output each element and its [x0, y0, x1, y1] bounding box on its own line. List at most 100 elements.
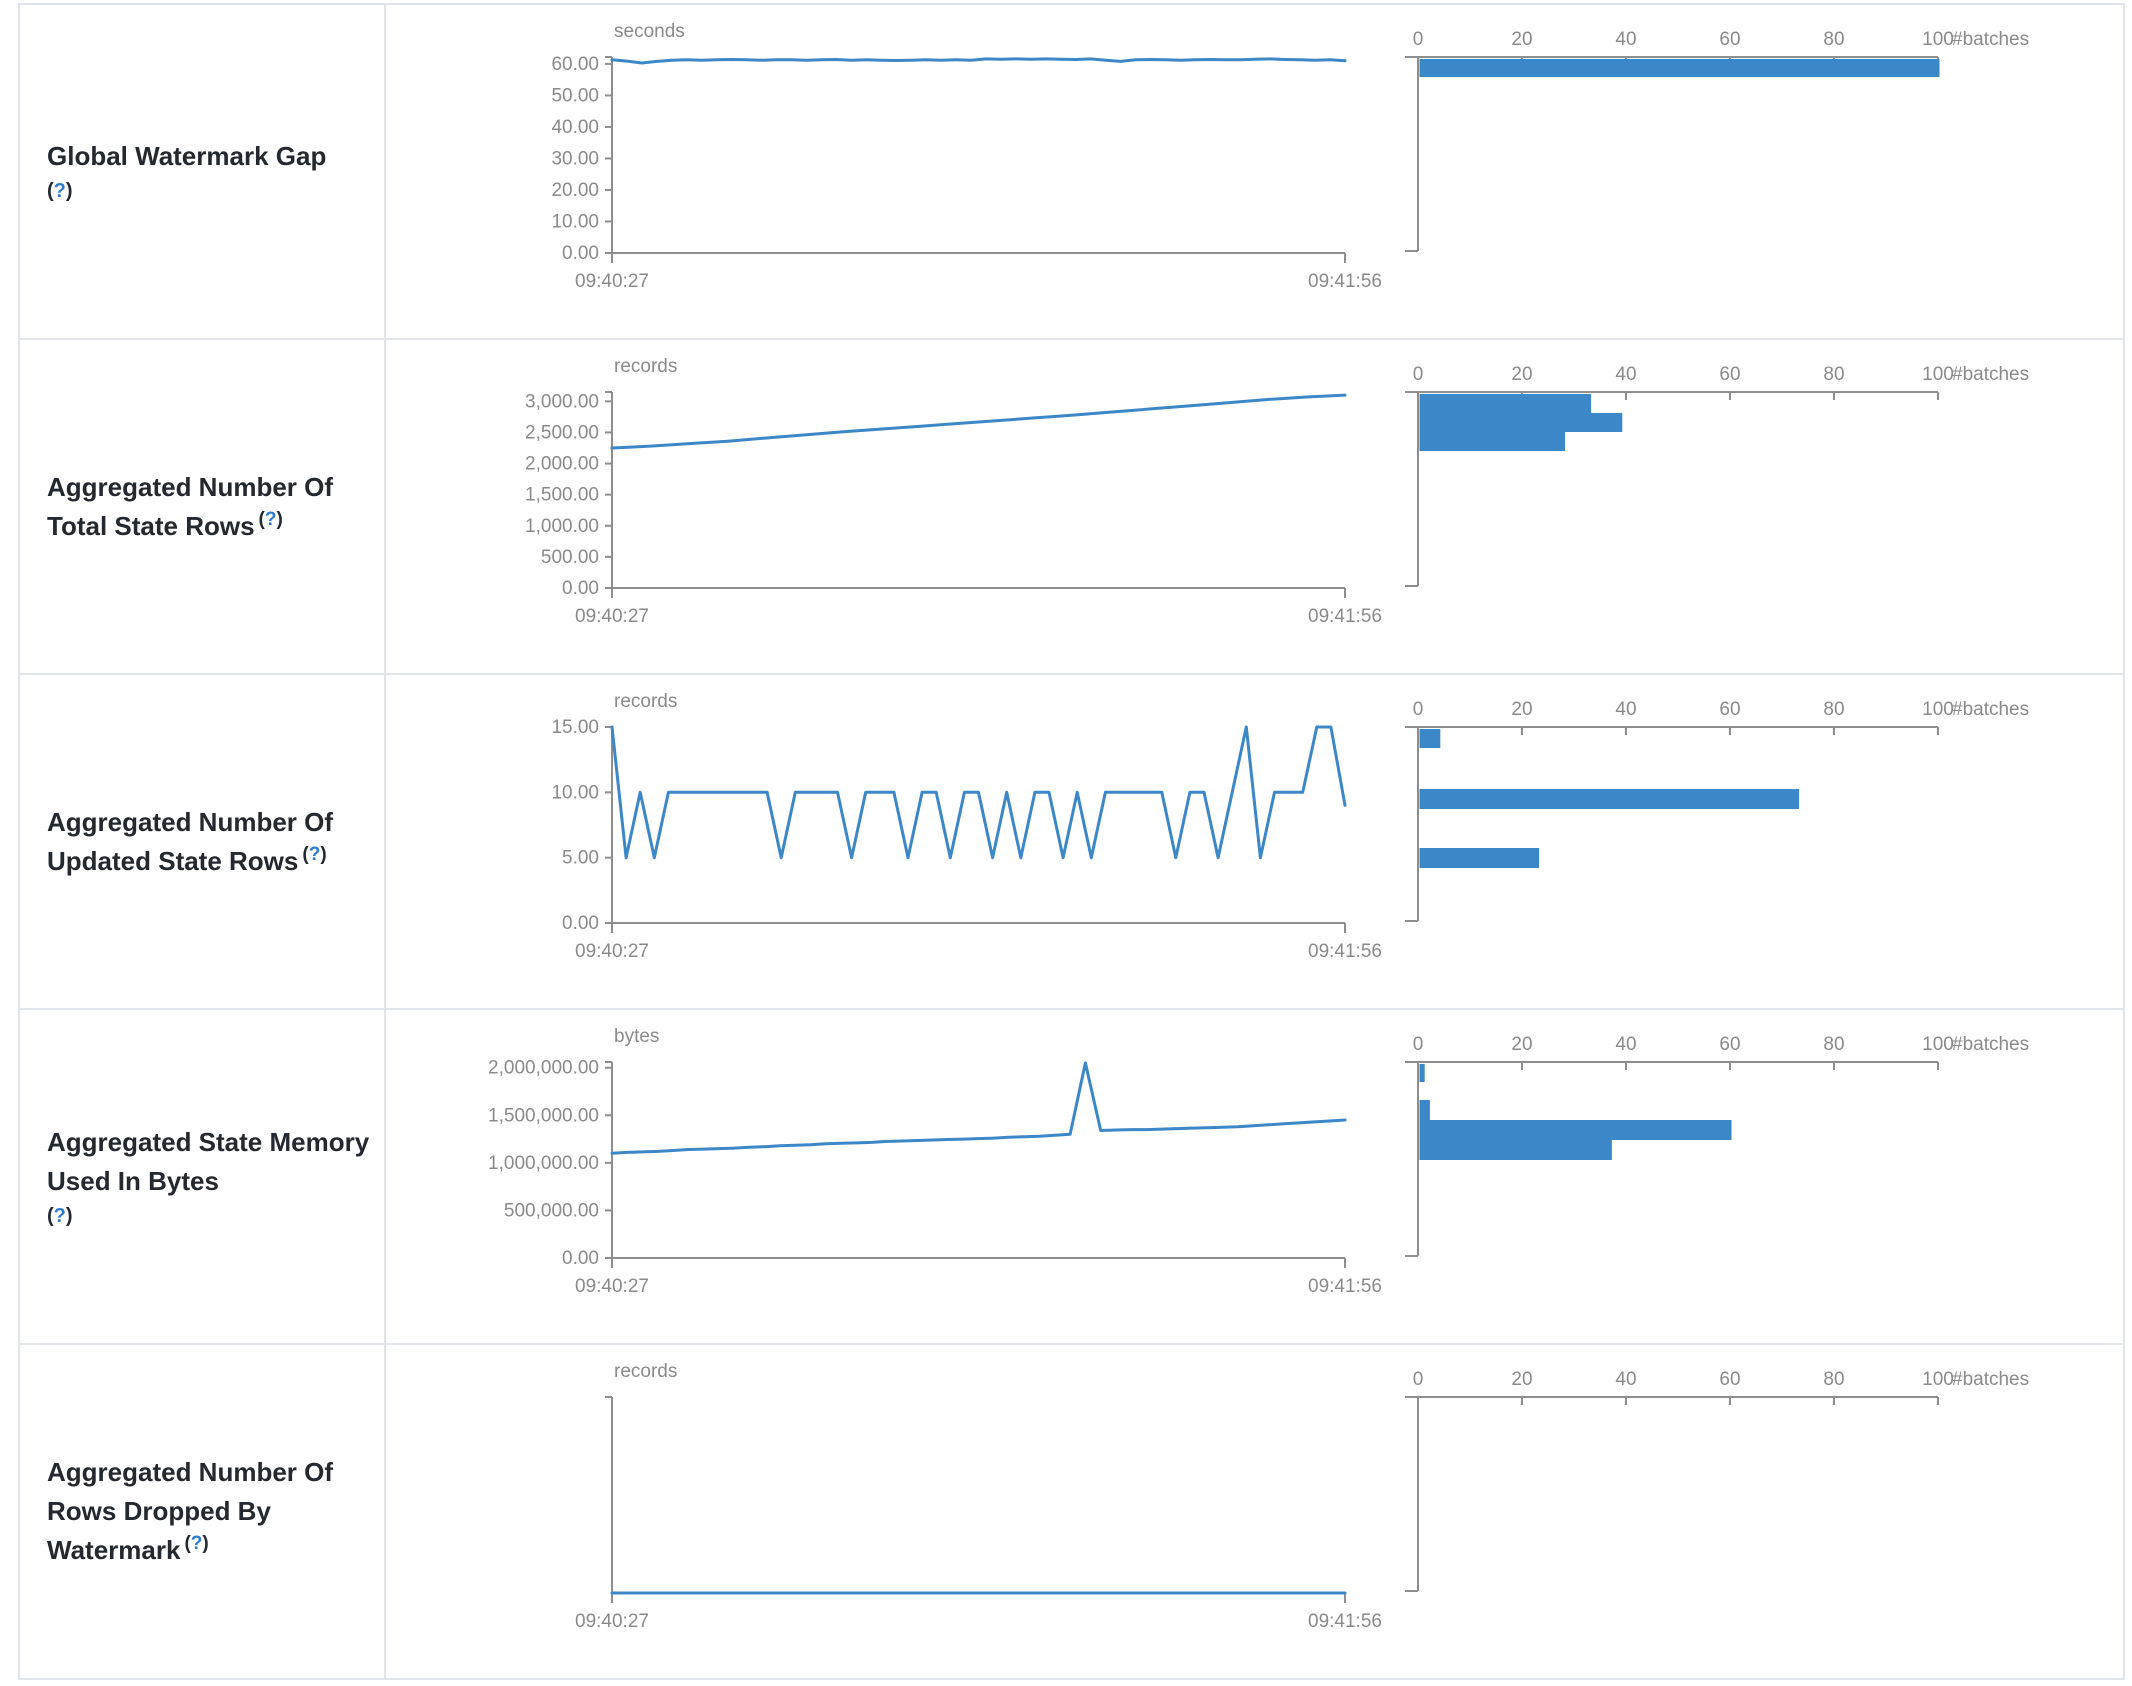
svg-text:500,000.00: 500,000.00 — [504, 1200, 599, 1221]
chart-cell: records 0.00 5.00 10.00 15.00 09:40:27 09:41:5… — [386, 675, 2123, 1008]
svg-text:records: records — [614, 1361, 677, 1382]
metric-label-cell: Aggregated State Memory Used In Bytes (?… — [20, 1010, 386, 1343]
help-link[interactable]: (?) — [258, 508, 283, 530]
svg-text:20: 20 — [1511, 364, 1532, 385]
svg-text:60: 60 — [1719, 699, 1740, 720]
metric-label-cell: Aggregated Number Of Updated State Rows(… — [20, 675, 386, 1008]
svg-text:1,500,000.00: 1,500,000.00 — [488, 1105, 599, 1126]
svg-text:60: 60 — [1719, 29, 1740, 50]
svg-text:20: 20 — [1511, 1034, 1532, 1055]
chart-cell: bytes 0.00 500,000.00 1,000,000.00 1,500,000… — [386, 1010, 2123, 1343]
help-link[interactable]: (?) — [47, 1204, 73, 1227]
metric-label: Aggregated Number Of Updated State Rows(… — [47, 803, 374, 881]
help-question-mark: ? — [53, 180, 66, 202]
charts-aggregated-state-memory-used-in-bytes: bytes 0.00 500,000.00 1,000,000.00 1,500,000… — [488, 1026, 2029, 1297]
svg-text:100: 100 — [1922, 1034, 1954, 1055]
svg-text:records: records — [614, 691, 677, 712]
metric-row-global-watermark-gap: Global Watermark Gap (?) seconds 0.00 10.0… — [20, 5, 2123, 340]
metric-label-cell: Aggregated Number Of Rows Dropped By Wat… — [20, 1345, 386, 1678]
svg-text:09:40:27: 09:40:27 — [575, 941, 649, 962]
help-link[interactable]: (?) — [302, 843, 327, 865]
svg-text:#batches: #batches — [1952, 1034, 2029, 1055]
metric-label-text: Aggregated State Memory Used In Bytes — [47, 1126, 370, 1196]
metric-label-text: Global Watermark Gap — [47, 141, 327, 171]
svg-text:60: 60 — [1719, 364, 1740, 385]
help-link[interactable]: (?) — [47, 180, 73, 202]
svg-text:80: 80 — [1823, 29, 1844, 50]
svg-text:40.00: 40.00 — [551, 117, 599, 138]
svg-text:0.00: 0.00 — [562, 913, 599, 934]
svg-text:1,000.00: 1,000.00 — [525, 516, 599, 537]
svg-text:60.00: 60.00 — [551, 54, 599, 75]
svg-text:20: 20 — [1511, 699, 1532, 720]
chart-cell: records 09:40:27 09:41:56 0 20 40 60 80 100 #batc… — [386, 1345, 2123, 1678]
svg-text:#batches: #batches — [1952, 699, 2029, 720]
svg-text:1,500.00: 1,500.00 — [525, 485, 599, 506]
charts-aggregated-number-of-total-state-rows: records 0.00 500.00 1,000.00 1,500.00 2,000.0… — [525, 356, 2029, 627]
svg-text:80: 80 — [1823, 1369, 1844, 1390]
help-question-mark: ? — [308, 843, 321, 865]
svg-text:0: 0 — [1413, 1369, 1424, 1390]
svg-text:60: 60 — [1719, 1369, 1740, 1390]
svg-text:1,000,000.00: 1,000,000.00 — [488, 1153, 599, 1174]
svg-text:5.00: 5.00 — [562, 848, 599, 869]
svg-text:2,000,000.00: 2,000,000.00 — [488, 1058, 599, 1079]
metric-label: Aggregated State Memory Used In Bytes — [47, 1123, 374, 1201]
svg-text:100: 100 — [1922, 1369, 1954, 1390]
metric-row-aggregated-state-memory-used-in-bytes: Aggregated State Memory Used In Bytes (?… — [20, 1010, 2123, 1345]
svg-text:40: 40 — [1615, 29, 1636, 50]
svg-text:09:41:56: 09:41:56 — [1308, 941, 1382, 962]
svg-text:09:41:56: 09:41:56 — [1308, 1611, 1382, 1632]
svg-text:09:41:56: 09:41:56 — [1308, 271, 1382, 292]
svg-text:10.00: 10.00 — [551, 211, 599, 232]
svg-text:#batches: #batches — [1952, 1369, 2029, 1390]
svg-text:#batches: #batches — [1952, 29, 2029, 50]
svg-text:seconds: seconds — [614, 21, 685, 42]
svg-text:09:41:56: 09:41:56 — [1308, 1276, 1382, 1297]
svg-text:0.00: 0.00 — [562, 1248, 599, 1269]
chart-cell: seconds 0.00 10.00 20.00 30.00 40.00 50.00 60.0… — [386, 5, 2123, 338]
svg-text:80: 80 — [1823, 699, 1844, 720]
svg-text:40: 40 — [1615, 1369, 1636, 1390]
svg-text:2,000.00: 2,000.00 — [525, 454, 599, 475]
svg-text:50.00: 50.00 — [551, 85, 599, 106]
svg-text:09:41:56: 09:41:56 — [1308, 606, 1382, 627]
svg-text:20: 20 — [1511, 1369, 1532, 1390]
help-question-mark: ? — [53, 1204, 66, 1227]
svg-text:#batches: #batches — [1952, 364, 2029, 385]
svg-text:09:40:27: 09:40:27 — [575, 606, 649, 627]
svg-text:100: 100 — [1922, 699, 1954, 720]
svg-text:20: 20 — [1511, 29, 1532, 50]
metric-row-aggregated-number-of-rows-dropped-by-watermark: Aggregated Number Of Rows Dropped By Wat… — [20, 1345, 2123, 1680]
svg-text:500.00: 500.00 — [541, 547, 599, 568]
svg-text:30.00: 30.00 — [551, 148, 599, 169]
metric-label-cell: Aggregated Number Of Total State Rows (?) — [20, 340, 386, 673]
metric-label-text: Aggregated Number Of Rows Dropped By Wat… — [47, 1457, 334, 1565]
svg-text:0: 0 — [1413, 364, 1424, 385]
metric-row-aggregated-number-of-total-state-rows: Aggregated Number Of Total State Rows (?)… — [20, 340, 2123, 675]
help-link[interactable]: (?) — [184, 1533, 209, 1555]
help-question-mark: ? — [190, 1533, 203, 1555]
help-question-mark: ? — [264, 508, 277, 530]
chart-cell: records 0.00 500.00 1,000.00 1,500.00 2,000.0… — [386, 340, 2123, 673]
metric-label: Aggregated Number Of Total State Rows (?) — [47, 468, 374, 546]
svg-text:40: 40 — [1615, 1034, 1636, 1055]
svg-text:0: 0 — [1413, 699, 1424, 720]
svg-text:bytes: bytes — [614, 1026, 659, 1047]
svg-text:09:40:27: 09:40:27 — [575, 1611, 649, 1632]
metric-label-text: Aggregated Number Of Total State Rows — [47, 471, 334, 541]
charts-global-watermark-gap: seconds 0.00 10.00 20.00 30.00 40.00 50.00 60.0… — [551, 21, 2029, 292]
svg-text:80: 80 — [1823, 1034, 1844, 1055]
svg-text:3,000.00: 3,000.00 — [525, 391, 599, 412]
metric-row-aggregated-number-of-updated-state-rows: Aggregated Number Of Updated State Rows(… — [20, 675, 2123, 1010]
svg-text:records: records — [614, 356, 677, 377]
svg-text:2,500.00: 2,500.00 — [525, 422, 599, 443]
charts-aggregated-number-of-updated-state-rows: records 0.00 5.00 10.00 15.00 09:40:27 09:41:5… — [551, 691, 2029, 962]
svg-text:40: 40 — [1615, 699, 1636, 720]
streaming-statistics-table: Global Watermark Gap (?) seconds 0.00 10.0… — [18, 3, 2125, 1680]
svg-text:10.00: 10.00 — [551, 782, 599, 803]
svg-text:0: 0 — [1413, 29, 1424, 50]
svg-text:09:40:27: 09:40:27 — [575, 271, 649, 292]
svg-text:15.00: 15.00 — [551, 717, 599, 738]
svg-text:100: 100 — [1922, 29, 1954, 50]
